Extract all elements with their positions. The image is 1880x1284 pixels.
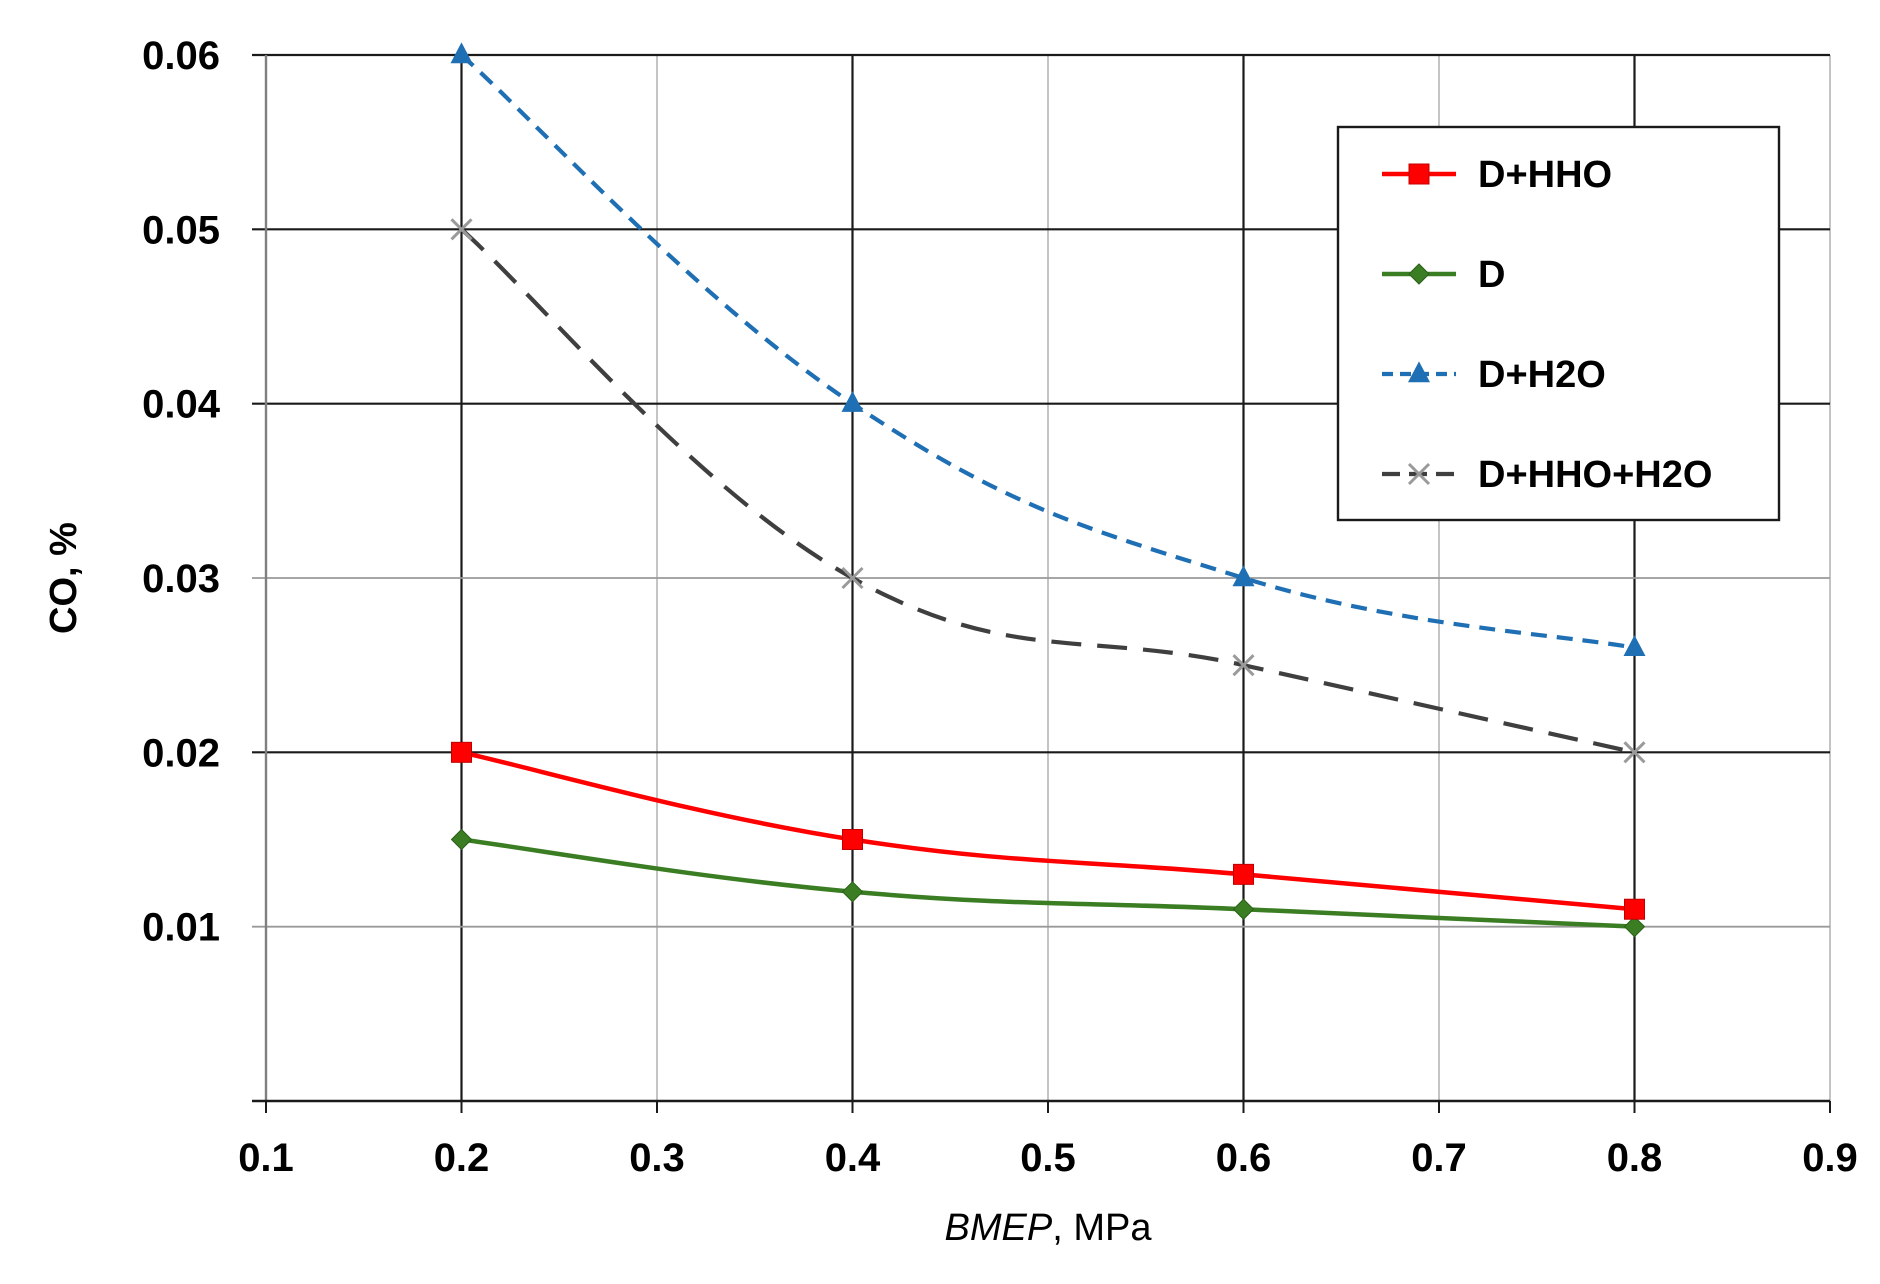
legend-marker-d-hho-h2o — [1407, 462, 1431, 486]
marker-d-h2o — [1232, 565, 1255, 587]
marker-d — [1623, 915, 1646, 938]
x-tick-label: 0.7 — [1411, 1136, 1467, 1180]
legend-marker-d-hho-h2o-stroke — [1407, 462, 1431, 486]
y-tick-label: 0.04 — [142, 383, 221, 427]
marker-d-hho — [842, 829, 863, 850]
legend-marker-d — [1408, 263, 1430, 285]
y-tick-label: 0.06 — [142, 34, 220, 78]
legend-box — [1336, 125, 1781, 522]
marker-d-hho-h2o — [450, 218, 473, 241]
marker-d — [450, 828, 473, 851]
x-tick-label: 0.1 — [238, 1136, 294, 1180]
marker-d-h2o — [450, 42, 473, 64]
y-tick-label: 0.01 — [142, 906, 220, 950]
marker-d — [1232, 898, 1255, 920]
x-axis-title: BMEP, MPa — [945, 1207, 1153, 1249]
x-axis-title-italic: BMEP — [945, 1207, 1053, 1249]
x-tick-label: 0.9 — [1802, 1136, 1858, 1180]
marker-d-hho — [1624, 898, 1645, 920]
series-line-d-h2o — [460, 53, 1635, 650]
marker-d-hho-h2o-stroke — [841, 566, 864, 590]
marker-d-hho-h2o — [841, 566, 864, 590]
x-tick-label: 0.4 — [825, 1136, 881, 1180]
series-line-d — [461, 837, 1635, 929]
y-tick-label: 0.03 — [142, 557, 220, 601]
y-tick-label: 0.02 — [142, 731, 220, 775]
legend-label-d-hho-h2o: D+HHO+H2O — [1478, 454, 1712, 496]
y-tick-label: 0.05 — [142, 208, 220, 252]
series-line-d-hho-h2o — [460, 227, 1635, 755]
marker-d-hho — [1233, 863, 1254, 885]
x-tick-label: 0.3 — [629, 1136, 685, 1180]
marker-d-hho-h2o-stroke — [1232, 654, 1255, 677]
marker-d-hho-h2o-stroke — [450, 218, 473, 241]
legend-label-d-hho: D+HHO — [1478, 154, 1612, 196]
x-axis-title-unit: , MPa — [1052, 1207, 1152, 1249]
legend-marker-d-h2o — [1408, 361, 1430, 383]
marker-d-hho-h2o — [1232, 654, 1255, 677]
legend-label-d: D — [1478, 254, 1505, 296]
marker-d-hho — [451, 741, 472, 763]
marker-d — [841, 881, 864, 903]
marker-d-h2o — [1623, 635, 1646, 656]
y-axis-title: CO, % — [43, 522, 85, 634]
legend-marker-d-hho — [1408, 163, 1430, 185]
x-tick-label: 0.6 — [1216, 1136, 1272, 1180]
marker-d-hho-h2o-stroke — [1623, 741, 1646, 764]
marker-d-hho-h2o — [1623, 741, 1646, 764]
legend-label-d-h2o: D+H2O — [1478, 354, 1606, 396]
x-tick-label: 0.2 — [434, 1136, 490, 1180]
x-tick-label: 0.5 — [1020, 1136, 1076, 1180]
marker-d-h2o — [841, 391, 864, 412]
series-line-d-hho — [461, 750, 1635, 912]
x-tick-label: 0.8 — [1607, 1136, 1663, 1180]
